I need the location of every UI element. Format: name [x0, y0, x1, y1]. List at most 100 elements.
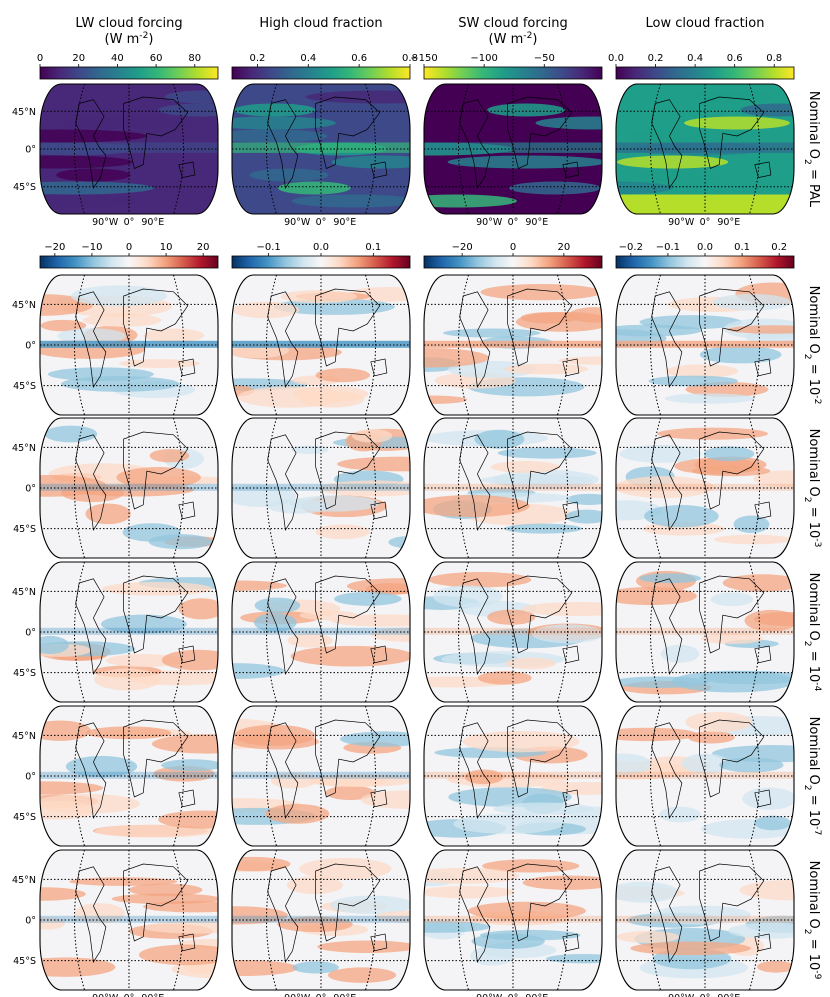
longitude-gridline: [365, 84, 377, 214]
colorbar-tick-label: −0.1: [656, 242, 680, 253]
row-label: Nominal O2 = 10-2: [802, 286, 822, 405]
text-run: Low cloud fraction: [645, 16, 764, 31]
longitude-gridline: [557, 84, 569, 214]
text-run: SW cloud forcing: [458, 16, 567, 31]
longitude-gridline: [365, 562, 377, 702]
coastline: [315, 575, 381, 654]
longitude-label: 90°W: [476, 993, 503, 997]
longitude-gridline: [265, 562, 277, 702]
map-field: [616, 706, 794, 846]
colorbar-tick-label: 20: [72, 53, 85, 64]
map-frame: [231, 274, 411, 416]
text-run: Nominal O: [806, 429, 821, 497]
coastline: [315, 96, 381, 169]
colorbar-tick-label: 0: [510, 242, 516, 253]
text-run: LW cloud forcing: [75, 16, 182, 31]
coastline: [699, 288, 765, 367]
coastline: [178, 161, 196, 179]
coastline: [123, 431, 189, 510]
longitude-gridline: [649, 418, 661, 558]
map-field: [232, 706, 410, 846]
column-unit: (W m-2): [105, 31, 154, 47]
row-label: Nominal O2 = 10-4: [802, 573, 822, 692]
coastline: [754, 645, 772, 664]
colorbar-gradient: [231, 255, 411, 269]
map-panel-absolute: 90°W 0° 90°E: [231, 83, 411, 228]
latitude-label: 0°: [25, 145, 36, 156]
coastline: [315, 431, 381, 510]
colorbar-tick-label: −50: [534, 53, 555, 64]
superscript: -2: [812, 395, 822, 404]
text-run: ): [532, 32, 537, 47]
colorbar-tick-label: −10: [81, 242, 102, 253]
coastline: [699, 431, 765, 510]
map-field: [424, 562, 602, 702]
text-run: Nominal O: [806, 717, 821, 785]
map-frame: [423, 561, 603, 703]
coastline: [370, 358, 388, 377]
coastline: [267, 434, 299, 532]
longitude-gridline: [749, 418, 761, 558]
map-field: [616, 850, 794, 990]
text-run: ): [148, 32, 153, 47]
longitude-gridline: [557, 562, 569, 702]
longitude-gridline: [749, 850, 761, 990]
map-field: [232, 84, 410, 214]
map-panel-difference: [231, 417, 411, 559]
map-panel-difference: 45°N 0° 45°S: [12, 417, 219, 559]
map-field: [40, 706, 218, 846]
longitude-gridline: [73, 706, 85, 846]
longitude-label: 90°E: [333, 993, 356, 997]
map-frame: [423, 417, 603, 559]
colorbar-tick-label: −0.1: [256, 242, 280, 253]
colorbar-tick-label: −0.2: [619, 242, 643, 253]
longitude-gridline: [557, 275, 569, 415]
latitude-label: 45°S: [13, 381, 36, 392]
coastline: [123, 575, 189, 654]
coastline: [178, 933, 196, 952]
map-panel-difference: 45°N 0° 45°S: [12, 561, 219, 703]
text-run: Nominal O: [806, 861, 821, 929]
coastline: [123, 719, 189, 798]
longitude-gridline: [649, 850, 661, 990]
map-field: [40, 84, 218, 214]
map-field: [232, 850, 410, 990]
map-panel-difference: 45°N 0° 45°S: [12, 274, 219, 416]
longitude-label: 0°: [124, 993, 135, 997]
longitude-label: 90°W: [476, 217, 503, 228]
longitude-gridline: [265, 418, 277, 558]
coastline: [315, 719, 381, 798]
coastline: [75, 99, 107, 189]
longitude-gridline: [649, 275, 661, 415]
latitude-label: 0°: [25, 772, 36, 783]
coastline: [754, 358, 772, 377]
text-run: Nominal O: [806, 286, 821, 354]
longitude-label: 90°E: [525, 993, 548, 997]
superscript: -2: [139, 31, 148, 41]
longitude-gridline: [649, 562, 661, 702]
longitude-label: 90°W: [92, 993, 119, 997]
map-panel-difference: [231, 561, 411, 703]
coastline: [754, 933, 772, 952]
colorbar-tick-label: 0: [37, 53, 43, 64]
colorbar-tick-label: 0: [126, 242, 132, 253]
subscript: 2: [802, 497, 812, 503]
coastline: [123, 863, 189, 942]
latitude-label: 45°S: [13, 812, 36, 823]
longitude-gridline: [365, 706, 377, 846]
coastline: [459, 578, 491, 676]
colorbar-gradient: [39, 255, 219, 269]
coastline: [459, 722, 491, 820]
coastline: [562, 645, 580, 664]
colorbar-gradient: [615, 255, 795, 269]
colorbar-tick-label: 0.4: [687, 53, 703, 64]
longitude-gridline: [265, 850, 277, 990]
longitude-gridline: [365, 850, 377, 990]
longitude-gridline: [457, 850, 469, 990]
coastline: [459, 434, 491, 532]
longitude-gridline: [457, 418, 469, 558]
longitude-gridline: [749, 275, 761, 415]
longitude-gridline: [265, 706, 277, 846]
latitude-label: 45°S: [13, 524, 36, 535]
longitude-gridline: [365, 418, 377, 558]
